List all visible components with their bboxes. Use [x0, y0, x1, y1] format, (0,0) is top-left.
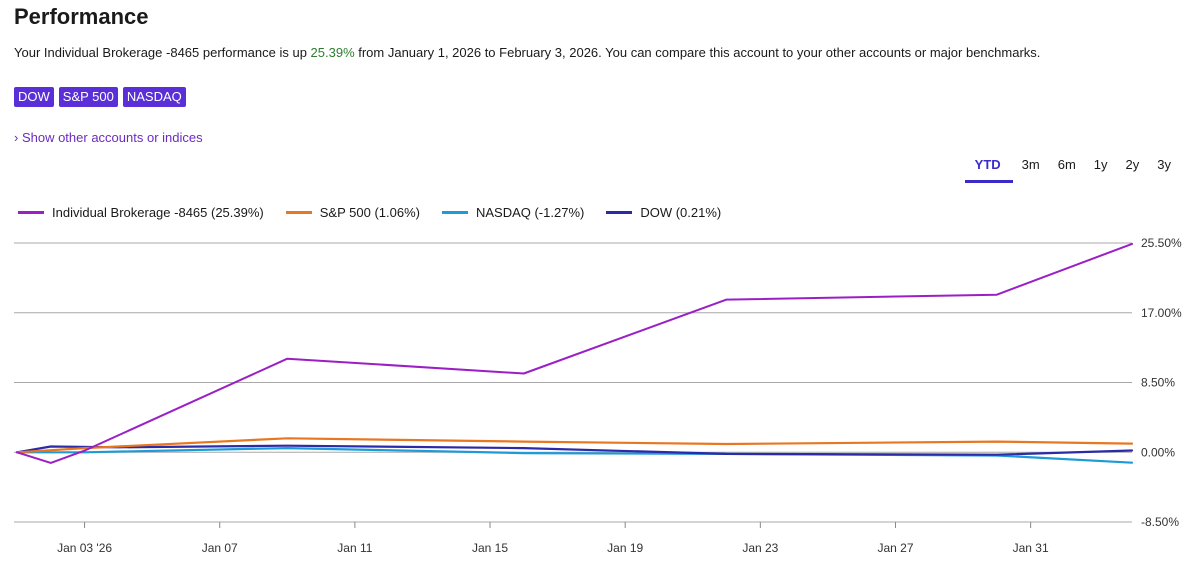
series-line-0	[16, 242, 1133, 464]
y-axis: 25.50% 17.00% 8.50% 0.00% -8.50%	[1141, 236, 1182, 529]
y-tick-label-3: 0.00%	[1141, 445, 1175, 459]
range-tab-3m[interactable]: 3m	[1021, 157, 1040, 172]
performance-summary: Your Individual Brokerage -8465 performa…	[14, 45, 1040, 60]
legend-label-nasdaq: NASDAQ (-1.27%)	[475, 205, 585, 220]
page-title: Performance	[14, 4, 149, 29]
x-axis: Jan 03 '26 Jan 07 Jan 11 Jan 15 Jan 19 Jan 23…	[57, 522, 1049, 555]
legend-label-brokerage: Individual Brokerage -8465 (25.39%)	[52, 205, 264, 220]
show-other-accounts-link[interactable]: › Show other accounts or indices	[14, 130, 203, 145]
y-tick-label-2: 8.50%	[1141, 376, 1175, 390]
legend-swatch-dow	[606, 211, 633, 214]
legend-swatch-sp500	[285, 211, 312, 214]
summary-prefix: Your Individual Brokerage -8465 performa…	[14, 45, 311, 60]
time-range-tabs: YTD 3m 6m 1y 2y 3y	[964, 155, 1180, 183]
legend-swatch-nasdaq	[441, 211, 468, 214]
benchmark-chips: DOW S&P 500 NASDAQ	[14, 87, 186, 107]
summary-suffix: from January 1, 2026 to February 3, 2026…	[354, 45, 1041, 60]
x-tick-label-0: Jan 03 '26	[57, 541, 112, 555]
series-line-3	[15, 444, 1134, 456]
legend-swatch-brokerage	[18, 211, 44, 214]
chip-sp500[interactable]: S&P 500	[58, 87, 118, 107]
series-line-1	[15, 437, 1134, 454]
range-tab-2y[interactable]: 2y	[1125, 157, 1140, 172]
legend-item-nasdaq[interactable]: NASDAQ (-1.27%)	[441, 205, 585, 220]
range-tab-ytd[interactable]: YTD	[964, 155, 1013, 183]
x-tick-label-3: Jan 15	[472, 541, 508, 555]
x-tick-label-5: Jan 23	[742, 541, 778, 555]
legend-item-sp500[interactable]: S&P 500 (1.06%)	[285, 205, 420, 220]
y-tick-label-0: 25.50%	[1141, 236, 1182, 250]
legend-label-sp500: S&P 500 (1.06%)	[319, 205, 420, 220]
range-tab-6m[interactable]: 6m	[1057, 157, 1076, 172]
legend-label-dow: DOW (0.21%)	[640, 205, 722, 220]
chip-dow[interactable]: DOW	[14, 87, 54, 107]
legend-item-brokerage[interactable]: Individual Brokerage -8465 (25.39%)	[18, 205, 264, 220]
range-tab-1y[interactable]: 1y	[1093, 157, 1108, 172]
chip-nasdaq[interactable]: NASDAQ	[122, 87, 186, 107]
x-tick-label-6: Jan 27	[877, 541, 913, 555]
chart-legend: Individual Brokerage -8465 (25.39%) S&P …	[18, 205, 721, 220]
x-tick-label-4: Jan 19	[607, 541, 643, 555]
range-tab-3y[interactable]: 3y	[1157, 157, 1171, 172]
x-tick-label-1: Jan 07	[202, 541, 238, 555]
x-tick-label-2: Jan 11	[337, 541, 372, 555]
gridlines	[14, 242, 1132, 523]
summary-return-value: 25.39%	[310, 45, 355, 60]
legend-item-dow[interactable]: DOW (0.21%)	[606, 205, 721, 220]
y-tick-label-4: -8.50%	[1141, 515, 1179, 529]
x-tick-label-7: Jan 31	[1013, 541, 1049, 555]
y-tick-label-1: 17.00%	[1141, 306, 1182, 320]
series-lines	[15, 242, 1134, 464]
